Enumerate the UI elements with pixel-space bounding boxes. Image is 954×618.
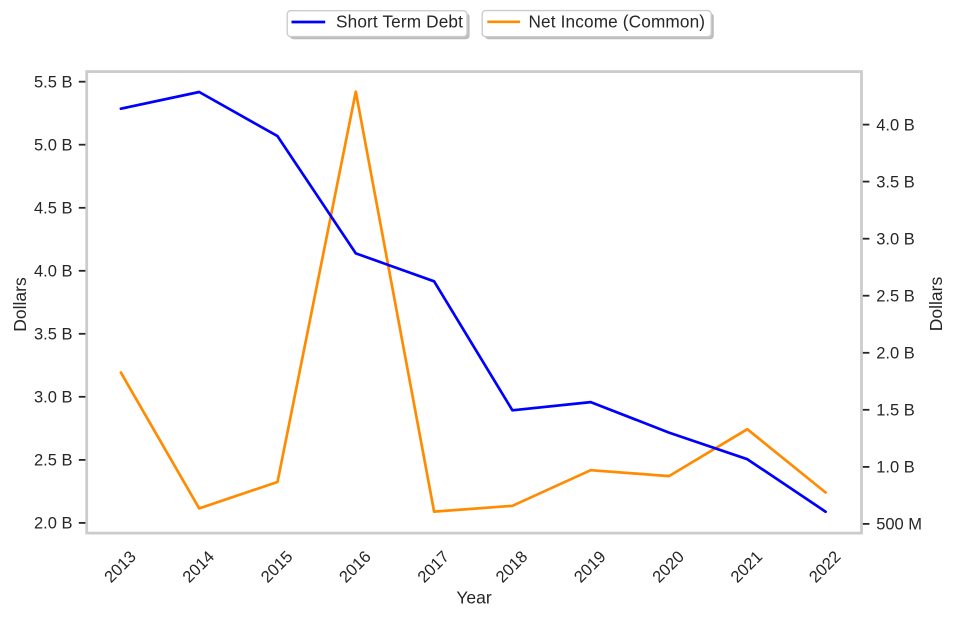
svg-text:2.5 B: 2.5 B	[876, 288, 915, 306]
svg-text:5.0 B: 5.0 B	[34, 137, 73, 155]
svg-text:3.0 B: 3.0 B	[34, 389, 73, 407]
svg-text:Dollars: Dollars	[10, 277, 30, 332]
svg-text:2.5 B: 2.5 B	[34, 452, 73, 470]
svg-text:3.5 B: 3.5 B	[876, 173, 915, 191]
svg-text:Dollars: Dollars	[926, 277, 946, 332]
svg-text:Short Term Debt: Short Term Debt	[336, 11, 463, 31]
svg-text:Year: Year	[456, 587, 492, 607]
svg-text:2.0 B: 2.0 B	[34, 515, 73, 533]
svg-text:3.0 B: 3.0 B	[876, 231, 915, 249]
svg-text:1.0 B: 1.0 B	[876, 459, 915, 477]
svg-text:4.0 B: 4.0 B	[34, 263, 73, 281]
svg-text:4.5 B: 4.5 B	[34, 200, 73, 218]
svg-text:3.5 B: 3.5 B	[34, 326, 73, 344]
svg-text:1.5 B: 1.5 B	[876, 402, 915, 420]
svg-text:4.0 B: 4.0 B	[876, 116, 915, 134]
svg-text:Net Income (Common): Net Income (Common)	[529, 11, 706, 31]
svg-text:500 M: 500 M	[876, 516, 922, 534]
svg-text:2.0 B: 2.0 B	[876, 345, 915, 363]
svg-text:5.5 B: 5.5 B	[34, 74, 73, 92]
